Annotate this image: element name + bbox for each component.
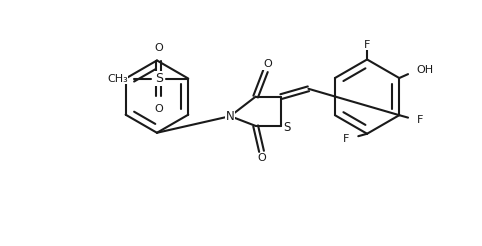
Text: O: O xyxy=(263,59,272,69)
Text: F: F xyxy=(417,115,423,125)
Text: CH₃: CH₃ xyxy=(107,74,128,84)
Text: S: S xyxy=(155,72,163,85)
Text: F: F xyxy=(364,40,370,50)
Text: O: O xyxy=(257,153,266,163)
Text: N: N xyxy=(226,110,235,123)
Text: F: F xyxy=(343,134,349,144)
Text: O: O xyxy=(155,43,163,53)
Text: OH: OH xyxy=(417,65,434,75)
Text: S: S xyxy=(283,121,291,134)
Text: O: O xyxy=(155,104,163,114)
